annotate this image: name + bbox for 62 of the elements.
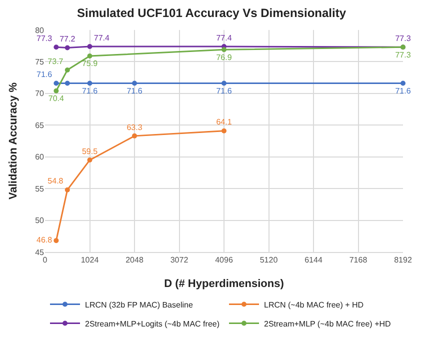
point	[54, 88, 59, 94]
x-tick-label: 3072	[170, 256, 189, 265]
x-tick-label: 5120	[260, 256, 278, 265]
data-label: 59.5	[82, 146, 98, 156]
x-tick-label: 8192	[394, 256, 412, 265]
y-tick-label: 55	[35, 184, 45, 194]
chart-title: Simulated UCF101 Accuracy Vs Dimensionality	[77, 6, 346, 20]
point	[87, 158, 92, 163]
data-label: 77.2	[60, 34, 76, 44]
legend-label: 2Stream+MLP (~4b MAC free) +HD	[264, 319, 392, 328]
y-tick-label: 75	[35, 58, 45, 67]
y-axis-title: Validation Accuracy %	[8, 82, 20, 200]
data-label: 64.1	[216, 118, 232, 127]
point	[222, 80, 226, 86]
x-tick-label: 6144	[304, 256, 323, 265]
point	[54, 44, 59, 50]
data-label: 75.9	[82, 59, 98, 68]
point	[87, 54, 92, 59]
x-axis-title: D (# Hyperdimensions)	[164, 278, 284, 290]
point	[87, 80, 92, 86]
x-tick-label: 0	[42, 256, 48, 265]
data-label: 77.3	[395, 50, 412, 60]
y-tick-label: 70	[35, 89, 45, 98]
legend-label: 2Stream+MLP+Logits (~4b MAC free)	[85, 319, 220, 328]
point	[54, 80, 59, 86]
data-label: 71.6	[82, 86, 98, 96]
data-label: 77.4	[94, 33, 110, 42]
data-label: 73.7	[48, 56, 64, 66]
legend-label: LRCN (32b FP MAC) Baseline	[85, 300, 194, 310]
legend-label: LRCN (~4b MAC free) + HD	[264, 300, 364, 310]
y-tick-label: 45	[35, 248, 45, 257]
point	[64, 45, 70, 50]
point	[64, 67, 70, 72]
point	[222, 128, 226, 134]
data-label: 71.6	[216, 86, 232, 96]
point	[400, 80, 406, 86]
data-label: 70.4	[48, 94, 65, 104]
point	[54, 238, 59, 244]
data-label: 76.9	[216, 52, 232, 62]
x-tick-label: 4096	[215, 256, 234, 265]
data-label: 46.8	[36, 236, 53, 245]
data-label: 71.6	[36, 70, 53, 80]
y-tick-label: 50	[35, 216, 45, 226]
data-label: 77.3	[395, 34, 412, 44]
point	[87, 44, 92, 49]
point	[64, 187, 70, 192]
y-tick-label: 60	[35, 152, 45, 162]
y-tick-label: 65	[35, 120, 45, 130]
point	[132, 80, 137, 86]
x-tick-label: 2048	[126, 256, 144, 265]
data-label: 71.6	[126, 86, 143, 96]
data-label: 71.6	[395, 86, 412, 96]
x-tick-label: 1024	[80, 256, 100, 265]
x-tick-label: 7168	[349, 256, 368, 265]
data-label: 77.3	[36, 34, 53, 44]
y-tick-label: 80	[35, 26, 45, 35]
data-label: 54.8	[48, 176, 64, 186]
data-label: 63.3	[126, 122, 143, 132]
point	[64, 80, 70, 86]
point	[132, 133, 137, 138]
point	[222, 47, 226, 52]
data-label: 77.4	[216, 33, 232, 42]
